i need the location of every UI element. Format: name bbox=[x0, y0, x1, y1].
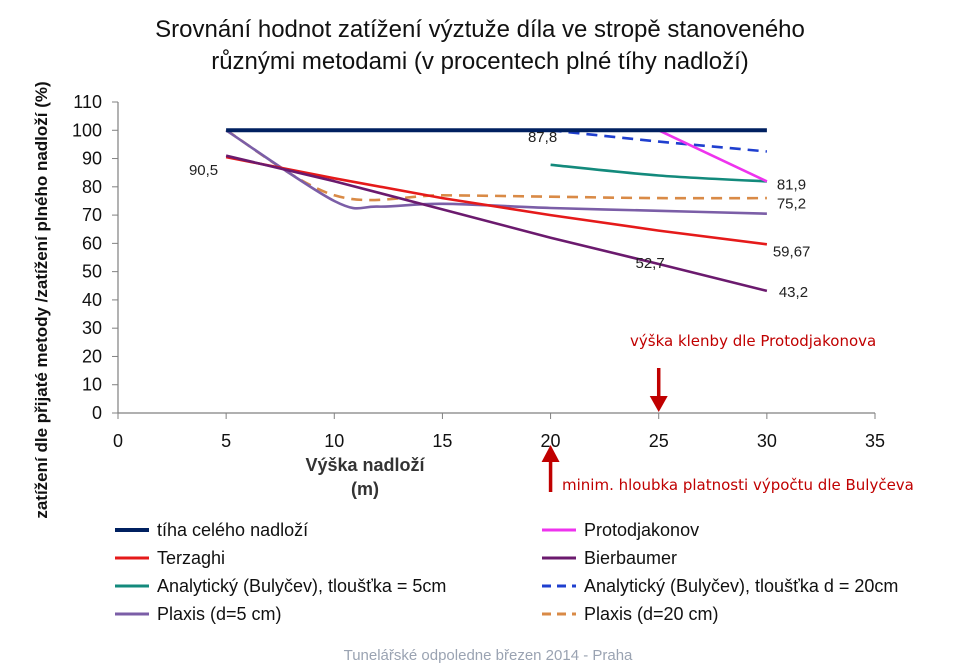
legend-label: Bierbaumer bbox=[584, 548, 677, 568]
x-tick-label: 35 bbox=[865, 431, 885, 451]
legend-item-7: Plaxis (d=20 cm) bbox=[542, 604, 719, 624]
legend-label: Terzaghi bbox=[157, 548, 225, 568]
legend-item-2: Analytický (Bulyčev), tloušťka = 5cm bbox=[115, 576, 446, 596]
data-labels: 90,5 87,8 81,9 75,2 59,67 52,7 43,2 bbox=[189, 129, 810, 301]
x-tick-label: 25 bbox=[649, 431, 669, 451]
legend-item-5: Bierbaumer bbox=[542, 548, 677, 568]
data-label: 43,2 bbox=[779, 284, 808, 301]
data-label: 59,67 bbox=[773, 243, 811, 260]
series-line-1 bbox=[225, 155, 768, 246]
data-label: 81,9 bbox=[777, 176, 806, 193]
annotation-text: minim. hloubka platnosti výpočtu dle Bul… bbox=[562, 476, 914, 494]
chart-title-line-1: Srovnání hodnot zatížení výztuže díla ve… bbox=[155, 16, 805, 43]
y-tick-label: 30 bbox=[82, 318, 102, 338]
legend-label: Analytický (Bulyčev), tloušťka = 5cm bbox=[157, 576, 446, 596]
y-tick-label: 60 bbox=[82, 233, 102, 253]
y-tick-label: 100 bbox=[72, 120, 102, 140]
data-label: 90,5 bbox=[189, 162, 218, 179]
series-line-6 bbox=[550, 129, 768, 153]
legend-label: Protodjakonov bbox=[584, 520, 699, 540]
y-tick-label: 70 bbox=[82, 205, 102, 225]
y-tick-label: 80 bbox=[82, 177, 102, 197]
x-axis-label-line-1: Výška nadloží bbox=[305, 455, 425, 475]
x-tick-label: 20 bbox=[541, 431, 561, 451]
series-line-7 bbox=[225, 129, 767, 202]
data-label: 75,2 bbox=[777, 195, 806, 212]
series-line-2 bbox=[550, 163, 767, 183]
legend-item-3: Plaxis (d=5 cm) bbox=[115, 604, 282, 624]
annotation-text: výška klenby dle Protodjakonova bbox=[630, 332, 876, 350]
data-label: 87,8 bbox=[528, 129, 557, 146]
legend-item-6: Analytický (Bulyčev), tloušťka d = 20cm bbox=[542, 576, 898, 596]
chart-title-line-2: různými metodami (v procentech plné tíhy… bbox=[211, 48, 749, 75]
legend-label: tíha celého nadloží bbox=[157, 520, 308, 540]
y-tick-label: 110 bbox=[73, 92, 102, 112]
annotation-1: minim. hloubka platnosti výpočtu dle Bul… bbox=[541, 445, 914, 494]
series-line-4 bbox=[658, 129, 768, 183]
y-tick-label: 10 bbox=[82, 375, 102, 395]
footer-text: Tunelářské odpoledne březen 2014 - Praha bbox=[344, 647, 633, 664]
legend-item-0: tíha celého nadloží bbox=[115, 520, 308, 540]
data-label: 52,7 bbox=[636, 255, 665, 272]
series-line-5 bbox=[225, 154, 768, 293]
legend-item-1: Terzaghi bbox=[115, 548, 225, 568]
x-tick-label: 15 bbox=[432, 431, 452, 451]
annotation-0: výška klenby dle Protodjakonova bbox=[630, 332, 876, 412]
legend-label: Plaxis (d=20 cm) bbox=[584, 604, 719, 624]
series-layer bbox=[225, 128, 768, 293]
y-tick-label: 20 bbox=[82, 346, 102, 366]
y-tick-label: 50 bbox=[82, 262, 102, 282]
x-tick-label: 30 bbox=[757, 431, 777, 451]
legend-label: Plaxis (d=5 cm) bbox=[157, 604, 282, 624]
y-tick-label: 90 bbox=[82, 149, 102, 169]
legend: tíha celého nadloží Terzaghi Analytický (B… bbox=[115, 520, 898, 624]
y-tick-label: 0 bbox=[92, 403, 102, 423]
series-line-3 bbox=[225, 129, 767, 215]
axes: 0 10 20 30 40 50 60 70 80 90 100 110 0 5 10 15 20 25 30 35 bbox=[72, 92, 885, 451]
legend-label: Analytický (Bulyčev), tloušťka d = 20cm bbox=[584, 576, 898, 596]
x-tick-label: 0 bbox=[113, 431, 123, 451]
y-axis-label: zatížení dle přijaté metody /zatížení pl… bbox=[32, 81, 51, 518]
legend-item-4: Protodjakonov bbox=[542, 520, 699, 540]
x-tick-label: 10 bbox=[324, 431, 344, 451]
x-axis-label: Výška nadloží (m) bbox=[305, 455, 425, 499]
arrow-head bbox=[649, 396, 668, 412]
y-tick-label: 40 bbox=[82, 290, 102, 310]
x-tick-label: 5 bbox=[221, 431, 231, 451]
arrow-head bbox=[541, 445, 560, 462]
chart-title: Srovnání hodnot zatížení výztuže díla ve… bbox=[155, 16, 805, 75]
x-axis-label-line-2: (m) bbox=[351, 479, 379, 499]
annotations: výška klenby dle Protodjakonova minim. hl… bbox=[541, 332, 914, 494]
